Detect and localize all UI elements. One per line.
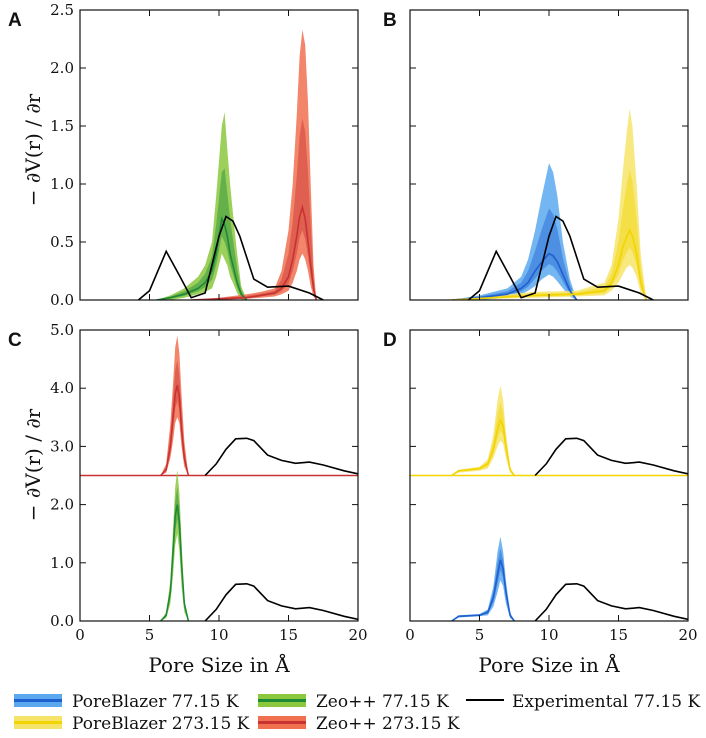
panel-plot-area-c bbox=[80, 335, 358, 621]
legend-label-experimental: Experimental 77.15 K bbox=[512, 692, 701, 712]
y-tick-label-c-4: 4.0 bbox=[50, 379, 74, 397]
y-tick-label-c-5: 5.0 bbox=[50, 321, 74, 339]
series-mean-line-zeo77 bbox=[156, 216, 248, 300]
y-tick-label-a-3: 1.5 bbox=[50, 117, 74, 135]
y-tick-label-a-1: 0.5 bbox=[50, 233, 74, 251]
x-tick-label-d-0: 0 bbox=[405, 626, 415, 644]
panel-a: 0.0 0.5 1.0 1.5 2.0 2.5 A bbox=[8, 1, 359, 309]
panel-d: 0 5 10 15 20 D bbox=[383, 329, 698, 644]
panel-letter-b: B bbox=[383, 10, 397, 31]
series-band-zeo77 bbox=[160, 469, 189, 621]
series-mean-line-pb273 bbox=[451, 228, 648, 300]
legend: PoreBlazer 77.15 K PoreBlazer 273.15 K Z… bbox=[14, 692, 701, 734]
x-tick-label-d-4: 20 bbox=[678, 626, 697, 644]
series-band-pb77 bbox=[451, 163, 577, 300]
x-tick-label-c-2: 10 bbox=[209, 626, 228, 644]
x-tick-label-c-0: 0 bbox=[75, 626, 85, 644]
panel-plot-area-d bbox=[410, 385, 688, 621]
panel-letter-a: A bbox=[8, 10, 22, 31]
legend-swatch-zeo273-line bbox=[258, 721, 306, 724]
panel-b: B bbox=[383, 9, 689, 301]
panel-letter-d: D bbox=[383, 330, 397, 351]
legend-swatch-experimental-line bbox=[466, 699, 504, 701]
panel-plot-area-a bbox=[137, 29, 324, 300]
series-mean-line-pb77 bbox=[451, 559, 515, 621]
series-mean-line-zeo273 bbox=[191, 204, 318, 300]
series-line-experimental-1 bbox=[534, 437, 688, 477]
y-tick-label-a-4: 2.0 bbox=[50, 59, 74, 77]
x-tick-label-c-1: 5 bbox=[145, 626, 155, 644]
x-tick-label-d-3: 15 bbox=[609, 626, 628, 644]
legend-entry-pb77: PoreBlazer 77.15 K bbox=[14, 692, 239, 712]
y-tick-label-c-0: 0.0 bbox=[50, 612, 74, 630]
series-mean-line-pb273 bbox=[451, 418, 515, 477]
legend-label-zeo77: Zeo++ 77.15 K bbox=[316, 692, 449, 712]
series-mean-line-zeo77 bbox=[160, 504, 190, 621]
panel-letter-c: C bbox=[8, 330, 22, 351]
y-tick-label-c-3: 3.0 bbox=[50, 437, 74, 455]
series-line-experimental-0 bbox=[204, 582, 358, 621]
legend-swatch-pb77-line bbox=[14, 699, 62, 702]
y-tick-label-a-0: 0.0 bbox=[50, 291, 74, 309]
y-tick-label-a-2: 1.0 bbox=[50, 175, 74, 193]
series-line-experimental-0 bbox=[534, 582, 688, 621]
y-axis-label-top: − ∂V(r) / ∂r bbox=[21, 93, 45, 206]
x-tick-label-d-1: 5 bbox=[475, 626, 485, 644]
x-tick-label-c-3: 15 bbox=[279, 626, 298, 644]
series-inner-band-zeo77 bbox=[156, 168, 247, 300]
y-tick-label-c-1: 1.0 bbox=[50, 554, 74, 572]
chart-panels: 0.0 0.5 1.0 1.5 2.0 2.5 A B 0 5 10 15 20 0.0 1.0 2.0 3.0… bbox=[8, 1, 698, 644]
y-tick-label-c-2: 2.0 bbox=[50, 496, 74, 514]
series-band-zeo273 bbox=[191, 29, 317, 300]
legend-swatch-pb273-line bbox=[14, 721, 62, 724]
legend-label-pb273: PoreBlazer 273.15 K bbox=[72, 714, 250, 734]
y-tick-label-a-5: 2.5 bbox=[50, 1, 74, 19]
series-mean-line-zeo273 bbox=[160, 385, 190, 477]
panel-plot-area-b bbox=[451, 108, 654, 300]
series-band-pb273 bbox=[451, 385, 515, 476]
legend-swatch-zeo77-line bbox=[258, 699, 306, 702]
legend-entry-zeo273: Zeo++ 273.15 K bbox=[258, 714, 460, 734]
x-axis-label-right: Pore Size in Å bbox=[478, 652, 620, 677]
series-inner-band-zeo273 bbox=[191, 118, 317, 300]
legend-entry-zeo77: Zeo++ 77.15 K bbox=[258, 692, 449, 712]
series-band-pb77 bbox=[451, 536, 515, 621]
legend-entry-pb273: PoreBlazer 273.15 K bbox=[14, 714, 250, 734]
series-line-experimental-1 bbox=[204, 437, 358, 477]
legend-entry-experimental: Experimental 77.15 K bbox=[466, 692, 701, 712]
series-line-experimental-0 bbox=[137, 215, 324, 300]
x-tick-label-c-4: 20 bbox=[348, 626, 367, 644]
panel-c: 0 5 10 15 20 0.0 1.0 2.0 3.0 4.0 5.0 C bbox=[8, 321, 368, 644]
x-tick-label-d-2: 10 bbox=[539, 626, 558, 644]
legend-label-pb77: PoreBlazer 77.15 K bbox=[72, 692, 239, 712]
series-line-experimental-0 bbox=[467, 215, 654, 300]
x-axis-label-left: Pore Size in Å bbox=[148, 652, 290, 677]
series-band-zeo77 bbox=[156, 112, 247, 300]
series-inner-band-pb273 bbox=[451, 402, 515, 476]
y-axis-label-bottom: − ∂V(r) / ∂r bbox=[21, 408, 45, 521]
series-inner-band-pb77 bbox=[451, 208, 577, 300]
legend-label-zeo273: Zeo++ 273.15 K bbox=[316, 714, 460, 734]
